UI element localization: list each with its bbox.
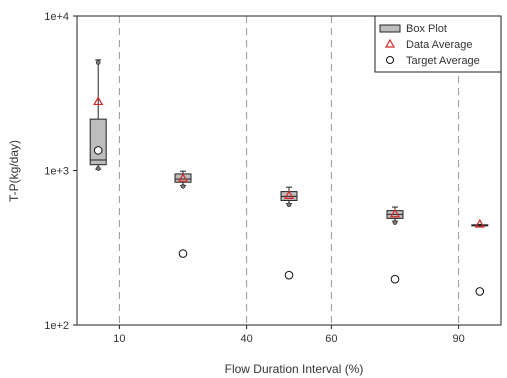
target-average-marker <box>284 270 294 280</box>
legend-box-label: Box Plot <box>406 23 447 35</box>
legend-triangle-icon <box>384 38 396 48</box>
target-average-marker <box>390 274 400 284</box>
box-outlier <box>95 166 101 171</box>
box-outlier <box>180 184 186 189</box>
y-axis-title: T-P(kg/day) <box>7 140 21 202</box>
box-outlier <box>392 220 398 225</box>
target-average-marker <box>178 249 188 258</box>
data-average-marker <box>177 173 189 182</box>
legend-box-swatch <box>379 24 401 33</box>
x-axis-title: Flow Duration Interval (%) <box>225 362 364 376</box>
axes: 10 40 60 90 1e+2 1e+3 1e+4 <box>44 11 465 345</box>
data-average-marker <box>474 218 485 228</box>
target-average-marker <box>93 146 103 155</box>
box-outlier <box>286 202 292 208</box>
legend-target-average-label: Target Average <box>406 55 480 67</box>
y-tick-label: 1e+4 <box>44 11 69 23</box>
x-tick-label: 40 <box>240 333 252 345</box>
y-tick-label: 1e+2 <box>44 320 69 332</box>
legend-data-average-label: Data Average <box>406 39 472 51</box>
target-average-marker <box>475 287 485 296</box>
x-tick-label: 10 <box>113 333 125 345</box>
legend: Box Plot Data Average Target Average <box>374 15 502 73</box>
data-average-marker <box>93 96 104 106</box>
x-tick-label: 60 <box>325 333 337 345</box>
legend-circle-icon <box>386 56 394 64</box>
x-tick-label: 90 <box>452 333 464 345</box>
box-body <box>89 118 107 166</box>
data-average-marker <box>389 208 401 218</box>
data-average-marker <box>283 190 295 199</box>
y-tick-label: 1e+3 <box>44 166 69 178</box>
box-outlier <box>95 60 101 65</box>
plot-marks <box>89 59 489 296</box>
